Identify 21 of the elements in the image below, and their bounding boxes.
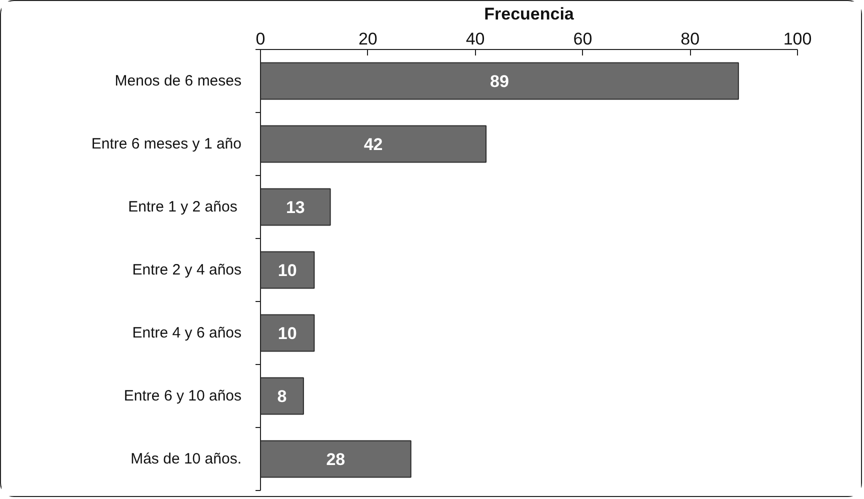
y-tick-label: Entre 6 y 10 años [124,388,242,404]
y-tick-label: Entre 2 y 4 años [132,262,242,278]
data-label: 10 [278,324,297,343]
x-tick-label: 40 [466,30,485,48]
y-tick-label: Entre 4 y 6 años [132,324,242,342]
x-tick-label: 0 [256,30,266,48]
data-label: 42 [364,135,383,154]
data-label: 13 [286,198,305,217]
y-tick-label: Menos de 6 meses [114,72,242,90]
x-tick-label: 100 [783,30,812,48]
data-label: 10 [278,261,297,280]
x-tick-label: 60 [573,30,592,48]
y-tick-label: Entre 6 meses y 1 año [91,136,242,152]
data-label: 89 [490,72,509,91]
x-axis-title: Frecuencia [484,4,574,24]
data-label: 8 [277,387,287,406]
y-tick-label: Más de 10 años. [130,450,242,468]
x-tick-label: 20 [358,30,378,48]
x-tick-label: 80 [680,30,700,48]
data-label: 28 [326,450,346,469]
y-tick-label: Entre 1 y 2 años [128,198,238,216]
